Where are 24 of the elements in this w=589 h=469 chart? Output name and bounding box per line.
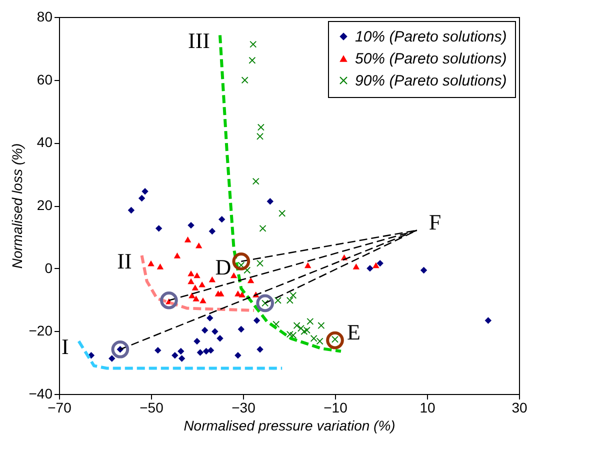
y-tick-label: 40 bbox=[36, 134, 53, 150]
annotation: F bbox=[428, 209, 442, 234]
y-tick-label: −20 bbox=[28, 322, 53, 339]
y-tick-label: 60 bbox=[36, 71, 53, 88]
annotation: D bbox=[215, 254, 232, 280]
legend-label: 10% (Pareto solutions) bbox=[355, 28, 507, 46]
legend-label: 90% (Pareto solutions) bbox=[355, 72, 507, 90]
y-tick-label: 80 bbox=[36, 8, 53, 24]
x-tick-label: −10 bbox=[324, 400, 348, 416]
y-tick-label: 20 bbox=[36, 197, 53, 213]
annotation: E bbox=[347, 319, 360, 344]
annotation: I bbox=[61, 334, 69, 360]
legend-label: 50% (Pareto solutions) bbox=[355, 50, 507, 68]
y-tick-label: 0 bbox=[44, 260, 53, 276]
y-tick-label: −40 bbox=[28, 386, 53, 402]
y-axis-title: Normalised loss (%) bbox=[8, 143, 25, 269]
x-tick-label: −50 bbox=[140, 400, 164, 416]
x-tick-label: 10 bbox=[420, 400, 436, 416]
annotation: III bbox=[188, 28, 210, 54]
annotation: II bbox=[117, 248, 132, 274]
x-tick-label: 30 bbox=[512, 400, 528, 416]
x-tick-label: −70 bbox=[48, 400, 72, 416]
x-tick-label: −30 bbox=[232, 400, 256, 416]
x-axis-title: Normalised pressure variation (%) bbox=[184, 418, 396, 434]
